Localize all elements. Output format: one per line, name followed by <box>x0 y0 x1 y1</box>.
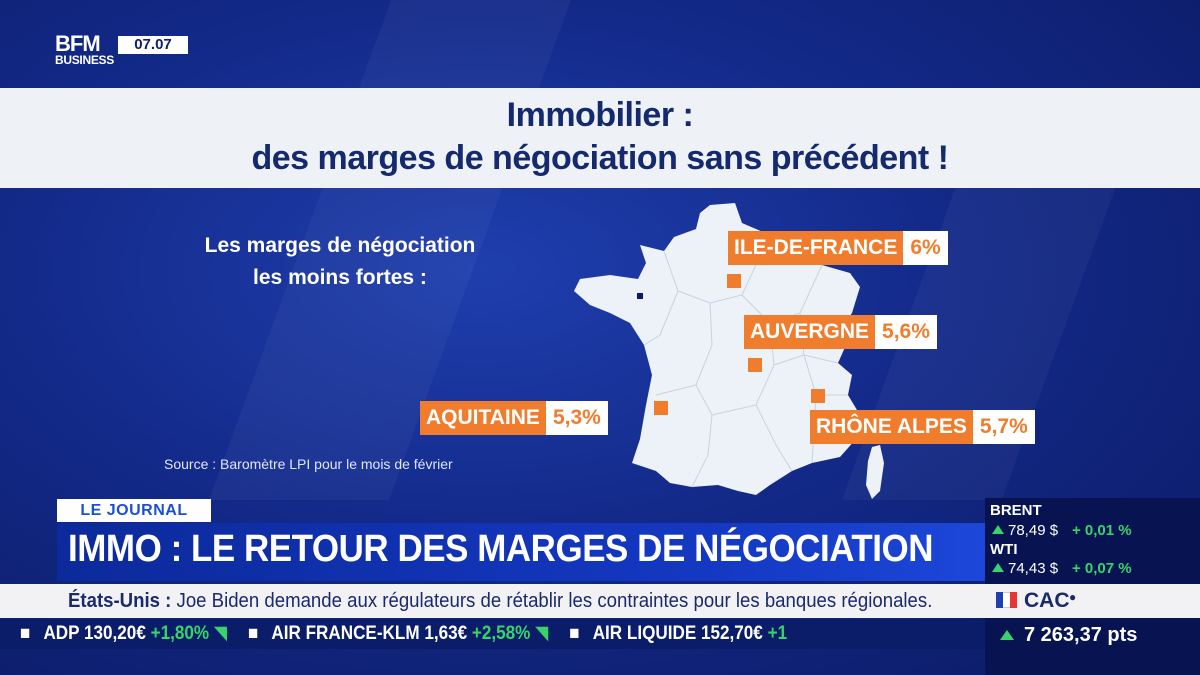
ticker-change: +1 <box>767 623 788 644</box>
region-name: AUVERGNE <box>744 315 876 349</box>
title-band: Immobilier : des marges de négociation s… <box>0 88 1200 188</box>
up-arrow-icon: ◥ <box>213 623 227 644</box>
france-mainland <box>574 203 860 495</box>
cac-band <box>985 584 1200 618</box>
channel-logo: BFM BUSINESS <box>55 31 114 67</box>
ile-de-france-marker <box>727 274 741 288</box>
ticker-price: 1,63€ <box>424 623 468 644</box>
clock: 07.07 <box>118 36 188 54</box>
news-crawl: États-Unis : Joe Biden demande aux régul… <box>68 590 932 613</box>
region-name: AQUITAINE <box>420 401 546 435</box>
region-badge-auvergne: AUVERGNE 5,6% <box>744 315 937 349</box>
auvergne-marker <box>748 358 762 372</box>
ticker-name: AIR FRANCE-KLM <box>271 623 420 644</box>
ticker-change: +2,58% <box>471 623 531 644</box>
corsica <box>866 445 884 499</box>
region-percent: 5,6% <box>875 315 937 349</box>
headline-band <box>57 523 985 581</box>
bullet-icon: ■ <box>569 623 580 644</box>
region-badge-aquitaine: AQUITAINE 5,3% <box>420 401 608 435</box>
aquitaine-marker <box>654 401 668 415</box>
bullet-icon: ■ <box>20 623 31 644</box>
cac-label: CAC <box>1024 589 1070 612</box>
region-badge-rhone-alpes: RHÔNE ALPES 5,7% <box>810 410 1035 444</box>
title-line-2: des marges de négociation sans précédent… <box>251 139 949 177</box>
brent-label: BRENT <box>990 502 1042 519</box>
region-name: ILE-DE-FRANCE <box>728 231 904 265</box>
ticker-change: +1,80% <box>150 623 210 644</box>
brent-change: + 0,01 % <box>1072 522 1132 539</box>
ticker-price: 152,70€ <box>701 623 763 644</box>
stock-ticker: ■ ADP 130,20€ +1,80% ◥ ■ AIR FRANCE-KLM … <box>20 622 803 645</box>
infographic-subtitle: Les marges de négociation les moins fort… <box>150 230 530 294</box>
ticker-item: ■ AIR LIQUIDE 152,70€ +1 <box>569 623 787 644</box>
journal-tag: LE JOURNAL <box>57 499 211 522</box>
subtitle-line-2: les moins fortes : <box>253 266 427 289</box>
ticker-name: AIR LIQUIDE <box>592 623 697 644</box>
logo-sub: BUSINESS <box>55 53 114 67</box>
ticker-item: ■ ADP 130,20€ +1,80% ◥ <box>20 623 232 644</box>
source-note: Source : Baromètre LPI pour le mois de f… <box>164 456 453 472</box>
up-triangle-icon <box>992 563 1004 572</box>
news-band <box>0 584 985 618</box>
up-triangle-icon <box>992 525 1004 534</box>
live-dot-icon: ● <box>1069 590 1077 604</box>
region-percent: 6% <box>903 231 948 265</box>
wti-label: WTI <box>990 541 1018 558</box>
subtitle-line-1: Les marges de négociation <box>204 234 476 257</box>
brent-price: 78,49 $ <box>1008 522 1059 539</box>
region-name: RHÔNE ALPES <box>810 410 973 444</box>
wti-price: 74,43 $ <box>1008 560 1059 577</box>
region-percent: 5,3% <box>545 401 608 435</box>
france-map <box>574 203 884 499</box>
up-arrow-icon: ◥ <box>535 623 549 644</box>
headline: IMMO : LE RETOUR DES MARGES DE NÉGOCIATI… <box>68 528 934 570</box>
ticker-name: ADP <box>43 623 80 644</box>
up-triangle-icon <box>1000 630 1014 640</box>
logo-main: BFM <box>55 31 101 56</box>
wti-change: + 0,07 % <box>1072 560 1132 577</box>
title-line-1: Immobilier : <box>506 96 694 134</box>
news-topic: États-Unis : <box>68 590 172 612</box>
news-text: Joe Biden demande aux régulateurs de rét… <box>171 590 933 612</box>
ticker-band <box>0 619 985 649</box>
ticker-item: ■ AIR FRANCE-KLM 1,63€ +2,58% ◥ <box>248 623 553 644</box>
city-marker <box>637 293 643 299</box>
ticker-price: 130,20€ <box>84 623 146 644</box>
cac-value: 7 263,37 pts <box>1024 624 1138 646</box>
france-flag-icon <box>996 592 1017 608</box>
region-percent: 5,7% <box>972 410 1035 444</box>
region-badge-ile-de-france: ILE-DE-FRANCE 6% <box>728 231 948 265</box>
rhone-alpes-marker <box>811 389 825 403</box>
bullet-icon: ■ <box>247 623 259 644</box>
